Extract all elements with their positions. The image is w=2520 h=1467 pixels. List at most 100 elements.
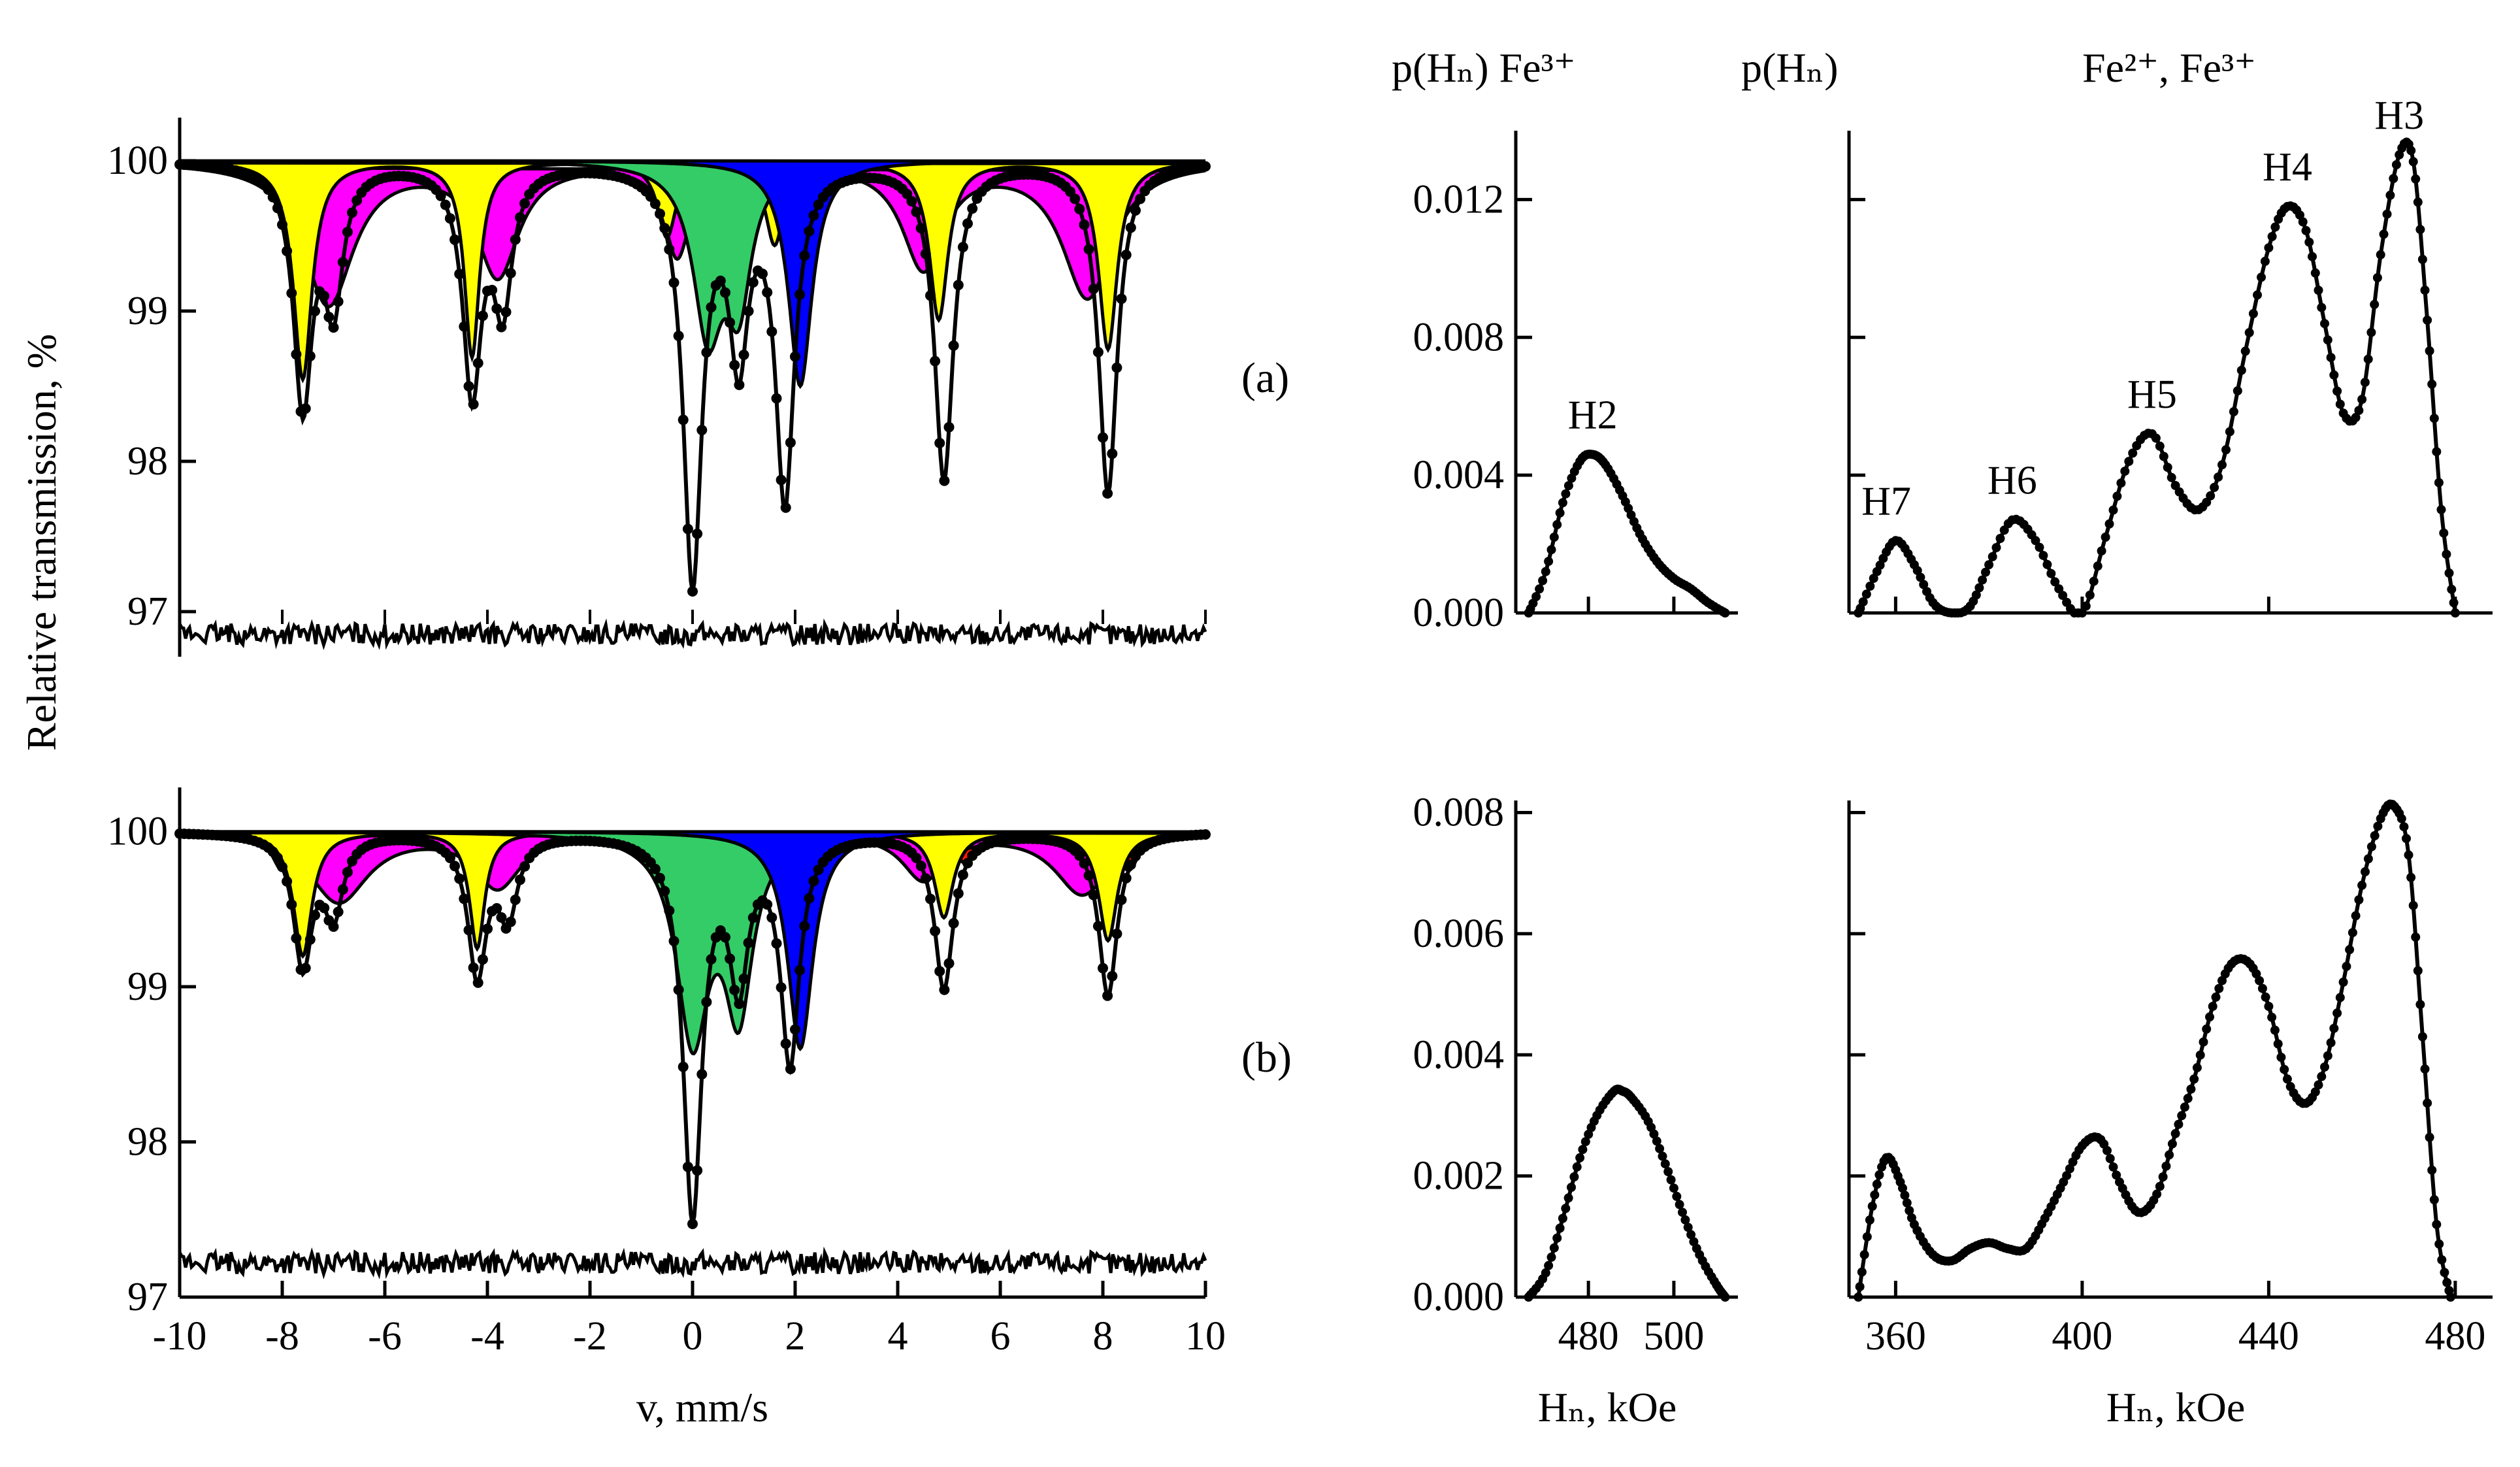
x-tick-label: -6: [368, 1314, 402, 1359]
data-point: [515, 212, 525, 223]
data-point: [2089, 576, 2099, 586]
data-point: [1535, 584, 1545, 594]
spectrum-panel-b: 97 98 99 100 -10 -8 -6 -4 -2 0 2 4 6 8 10: [107, 787, 1226, 1359]
data-point: [2270, 222, 2280, 232]
data-point: [1675, 1200, 1684, 1210]
data-point: [808, 876, 819, 887]
data-point: [1558, 498, 1567, 508]
x-tick-label: 6: [990, 1314, 1011, 1359]
data-point: [771, 393, 782, 404]
data-point: [706, 302, 717, 313]
data-point: [2382, 209, 2392, 219]
data-point: [342, 866, 353, 878]
data-point: [678, 414, 689, 425]
data-point: [310, 306, 320, 317]
data-point: [1546, 1252, 1556, 1262]
data-point: [450, 861, 460, 872]
data-point: [2404, 850, 2414, 860]
data-point: [2163, 463, 2172, 472]
x-tick-label: -10: [153, 1314, 207, 1359]
data-point: [1531, 592, 1541, 601]
data-point: [2104, 519, 2114, 529]
data-point: [319, 902, 330, 914]
data-point: [911, 853, 922, 863]
header-fe3: p(Hₙ) Fe³⁺: [1392, 44, 1576, 91]
y-tick-label: 0.000: [1413, 591, 1505, 635]
data-point: [2177, 1111, 2187, 1121]
data-point: [678, 1061, 689, 1072]
data-point: [1561, 1204, 1571, 1213]
data-point: [2211, 992, 2221, 1002]
data-point: [790, 1024, 800, 1035]
data-point: [519, 861, 531, 872]
data-point: [682, 1161, 693, 1172]
data-point: [1083, 870, 1094, 881]
data-point: [1669, 1183, 1678, 1193]
data-point: [1578, 1145, 1588, 1155]
data-point: [2357, 395, 2367, 404]
data-point: [915, 861, 926, 872]
data-point: [2199, 1037, 2208, 1047]
data-point: [2425, 346, 2434, 355]
data-point: [2357, 880, 2367, 890]
experimental-points: [174, 159, 1211, 597]
data-point: [1869, 574, 1878, 584]
data-point: [2301, 225, 2311, 235]
data-point: [725, 317, 736, 328]
peak-label-h2: H2: [1568, 393, 1618, 438]
data-point: [347, 207, 357, 218]
data-point: [2373, 821, 2383, 831]
data-point: [1544, 557, 1554, 567]
data-point: [323, 312, 335, 323]
data-point: [2310, 268, 2320, 278]
data-point: [1567, 1183, 1576, 1192]
peak-label-h7: H7: [1861, 479, 1911, 523]
data-point: [477, 954, 488, 965]
data-point: [948, 340, 959, 351]
data-point: [659, 885, 670, 897]
data-point: [2406, 872, 2416, 882]
data-point: [687, 586, 698, 597]
data-point: [1135, 193, 1146, 205]
data-point: [2434, 1239, 2444, 1249]
data-point: [1660, 1159, 1670, 1169]
data-point: [747, 277, 759, 288]
data-point: [1546, 545, 1556, 555]
x-tick-label: 480: [2425, 1314, 2485, 1359]
data-point: [2116, 478, 2126, 488]
data-point: [2440, 1268, 2449, 1277]
data-point: [743, 937, 754, 948]
data-point: [2411, 932, 2421, 942]
data-point: [1663, 1167, 1673, 1176]
data-point: [2240, 346, 2250, 356]
data-point: [267, 191, 278, 203]
data-point: [734, 380, 745, 390]
distribution-points: [1524, 1084, 1730, 1302]
data-point: [2042, 559, 2052, 569]
y-tick-label: 0.012: [1413, 177, 1505, 222]
data-point: [1121, 872, 1132, 883]
data-point: [2205, 1012, 2214, 1022]
data-point: [738, 350, 749, 360]
data-point: [2429, 414, 2439, 423]
x-tick-label: 480: [1558, 1314, 1619, 1359]
data-point: [2308, 252, 2317, 261]
data-point: [2444, 569, 2454, 578]
data-point: [808, 210, 819, 221]
data-point: [2225, 427, 2234, 437]
data-point: [2413, 966, 2423, 976]
panel-label-a: (a): [1241, 354, 1289, 402]
data-point: [2152, 1189, 2162, 1199]
data-point: [2335, 399, 2345, 409]
x-tick-label: 440: [2238, 1314, 2299, 1359]
data-point: [2408, 900, 2418, 910]
data-point: [2151, 433, 2161, 443]
data-point: [1079, 219, 1090, 230]
data-point: [729, 359, 740, 371]
data-point: [310, 910, 320, 921]
data-point: [762, 287, 773, 298]
data-point: [342, 227, 353, 237]
peak-label-h4: H4: [2263, 145, 2312, 190]
data-point: [304, 934, 316, 945]
data-point: [915, 223, 926, 234]
